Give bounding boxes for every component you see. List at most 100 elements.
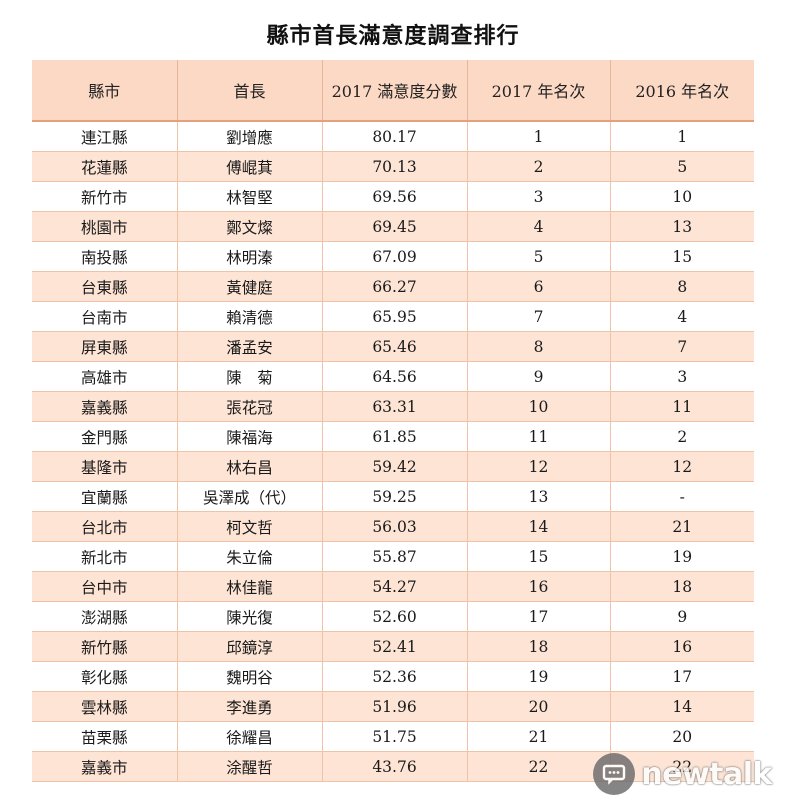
cell-score-2017: 63.31 <box>322 391 468 422</box>
cell-rank-2016: 14 <box>610 691 754 722</box>
cell-county: 屏東縣 <box>32 331 178 362</box>
cell-county: 高雄市 <box>32 361 178 392</box>
cell-score-2017: 65.95 <box>322 301 468 332</box>
cell-county: 南投縣 <box>32 241 178 272</box>
cell-mayor: 黃健庭 <box>177 271 323 302</box>
cell-rank-2016: 2 <box>610 421 754 452</box>
cell-rank-2016: 4 <box>610 301 754 332</box>
cell-county: 台中市 <box>32 571 178 602</box>
cell-rank-2017: 11 <box>467 421 611 452</box>
cell-mayor: 林明溱 <box>177 241 323 272</box>
table-row: 嘉義縣 張花冠 63.31 10 11 <box>32 391 754 422</box>
cell-score-2017: 80.17 <box>322 121 468 152</box>
cell-rank-2016: 17 <box>610 661 754 692</box>
cell-county: 新竹市 <box>32 181 178 212</box>
cell-mayor: 劉增應 <box>177 121 323 152</box>
cell-mayor: 吳澤成（代） <box>177 481 323 512</box>
cell-rank-2016: 1 <box>610 121 754 152</box>
header-rank-2017: 2017 年名次 <box>467 60 611 122</box>
cell-rank-2016: 18 <box>610 571 754 602</box>
cell-score-2017: 69.56 <box>322 181 468 212</box>
cell-score-2017: 59.42 <box>322 451 468 482</box>
ranking-table: 縣市 首長 2017 滿意度分數 2017 年名次 2016 年名次 連江縣 劉增… <box>32 60 754 782</box>
header-mayor: 首長 <box>177 60 323 122</box>
cell-rank-2017: 22 <box>467 751 611 782</box>
header-county: 縣市 <box>32 60 178 122</box>
cell-mayor: 陳福海 <box>177 421 323 452</box>
cell-county: 苗栗縣 <box>32 721 178 752</box>
cell-rank-2016: 10 <box>610 181 754 212</box>
cell-mayor: 邱鏡淳 <box>177 631 323 662</box>
cell-rank-2017: 13 <box>467 481 611 512</box>
table-row: 花蓮縣 傅崐萁 70.13 2 5 <box>32 151 754 182</box>
cell-score-2017: 55.87 <box>322 541 468 572</box>
cell-score-2017: 69.45 <box>322 211 468 242</box>
cell-rank-2017: 1 <box>467 121 611 152</box>
cell-rank-2017: 19 <box>467 661 611 692</box>
cell-rank-2016: 11 <box>610 391 754 422</box>
cell-county: 台北市 <box>32 511 178 542</box>
cell-county: 新竹縣 <box>32 631 178 662</box>
cell-mayor: 潘孟安 <box>177 331 323 362</box>
cell-mayor: 陳 菊 <box>177 361 323 392</box>
cell-mayor: 賴清德 <box>177 301 323 332</box>
cell-rank-2017: 12 <box>467 451 611 482</box>
cell-rank-2016: 3 <box>610 361 754 392</box>
table-row: 苗栗縣 徐耀昌 51.75 21 20 <box>32 721 754 752</box>
cell-county: 金門縣 <box>32 421 178 452</box>
table-header: 縣市 首長 2017 滿意度分數 2017 年名次 2016 年名次 <box>32 60 754 122</box>
table-row: 金門縣 陳福海 61.85 11 2 <box>32 421 754 452</box>
table-row: 台中市 林佳龍 54.27 16 18 <box>32 571 754 602</box>
cell-mayor: 鄭文燦 <box>177 211 323 242</box>
cell-rank-2016: 20 <box>610 721 754 752</box>
cell-mayor: 朱立倫 <box>177 541 323 572</box>
cell-mayor: 涂醒哲 <box>177 751 323 782</box>
cell-mayor: 張花冠 <box>177 391 323 422</box>
cell-mayor: 林智堅 <box>177 181 323 212</box>
table-row: 台北市 柯文哲 56.03 14 21 <box>32 511 754 542</box>
cell-rank-2016: 8 <box>610 271 754 302</box>
cell-score-2017: 51.75 <box>322 721 468 752</box>
cell-rank-2016: 13 <box>610 211 754 242</box>
cell-rank-2016: 7 <box>610 331 754 362</box>
newtalk-watermark: newtalk <box>593 753 772 795</box>
newtalk-wordmark: newtalk <box>641 756 772 792</box>
cell-score-2017: 67.09 <box>322 241 468 272</box>
table-row: 新竹市 林智堅 69.56 3 10 <box>32 181 754 212</box>
cell-mayor: 傅崐萁 <box>177 151 323 182</box>
cell-county: 澎湖縣 <box>32 601 178 632</box>
cell-rank-2016: 16 <box>610 631 754 662</box>
cell-mayor: 林佳龍 <box>177 571 323 602</box>
cell-score-2017: 61.85 <box>322 421 468 452</box>
table-row: 連江縣 劉增應 80.17 1 1 <box>32 121 754 152</box>
cell-rank-2017: 17 <box>467 601 611 632</box>
header-score-2017: 2017 滿意度分數 <box>322 60 468 122</box>
cell-rank-2017: 18 <box>467 631 611 662</box>
cell-score-2017: 56.03 <box>322 511 468 542</box>
table-row: 彰化縣 魏明谷 52.36 19 17 <box>32 661 754 692</box>
cell-rank-2017: 7 <box>467 301 611 332</box>
cell-rank-2017: 10 <box>467 391 611 422</box>
cell-county: 桃園市 <box>32 211 178 242</box>
cell-county: 彰化縣 <box>32 661 178 692</box>
cell-rank-2016: 5 <box>610 151 754 182</box>
cell-score-2017: 66.27 <box>322 271 468 302</box>
table-row: 雲林縣 李進勇 51.96 20 14 <box>32 691 754 722</box>
cell-mayor: 陳光復 <box>177 601 323 632</box>
table-body: 連江縣 劉增應 80.17 1 1 花蓮縣 傅崐萁 70.13 2 5 新竹市 林智堅 69.56 3 10… <box>32 121 754 782</box>
cell-rank-2016: 12 <box>610 451 754 482</box>
cell-rank-2016: 19 <box>610 541 754 572</box>
cell-rank-2017: 2 <box>467 151 611 182</box>
table-row: 桃園市 鄭文燦 69.45 4 13 <box>32 211 754 242</box>
cell-rank-2017: 6 <box>467 271 611 302</box>
cell-mayor: 李進勇 <box>177 691 323 722</box>
table-row: 高雄市陳 菊 64.56 9 3 <box>32 361 754 392</box>
cell-rank-2017: 20 <box>467 691 611 722</box>
cell-mayor: 林右昌 <box>177 451 323 482</box>
header-row: 縣市 首長 2017 滿意度分數 2017 年名次 2016 年名次 <box>32 60 754 122</box>
table-row: 嘉義市 涂醒哲 43.76 22 22 <box>32 751 754 782</box>
cell-score-2017: 59.25 <box>322 481 468 512</box>
header-rank-2016: 2016 年名次 <box>610 60 754 122</box>
cell-rank-2017: 4 <box>467 211 611 242</box>
cell-county: 基隆市 <box>32 451 178 482</box>
